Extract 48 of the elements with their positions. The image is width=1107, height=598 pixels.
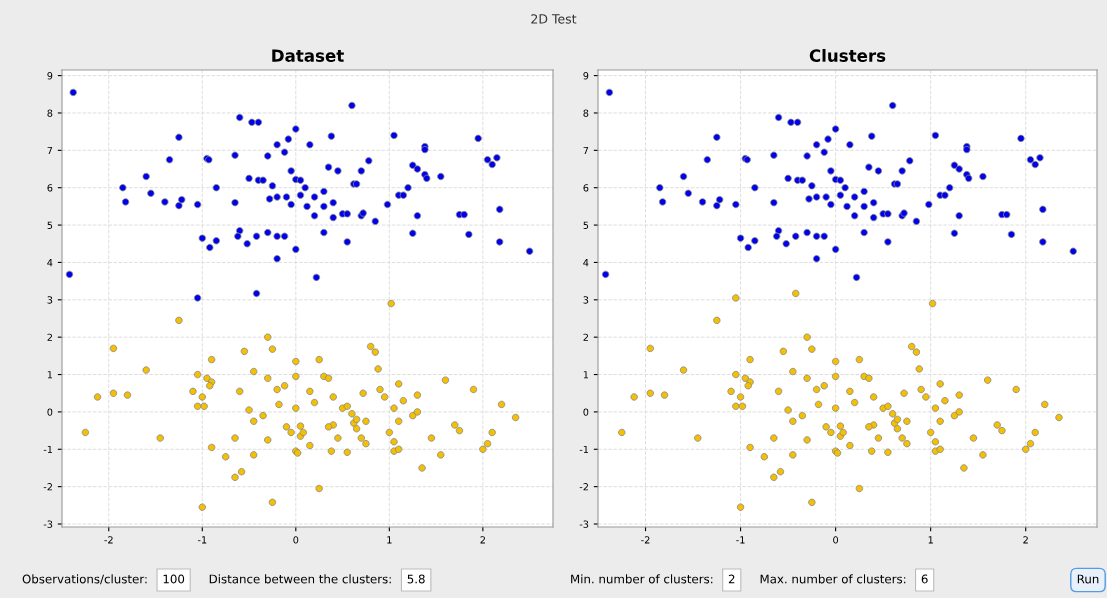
- text: Max. number of clusters:: [760, 574, 906, 584]
- y-tick-label: 3: [47, 296, 53, 304]
- text: 100: [163, 574, 185, 584]
- y-tick-label: 7: [583, 146, 589, 155]
- x-tick-label: -2: [104, 536, 113, 544]
- x-tick-label: 2: [1023, 536, 1028, 544]
- x-tick-label: -2: [641, 536, 650, 544]
- x-tick-label: 1: [928, 536, 933, 544]
- y-tick-label: 7: [47, 146, 53, 155]
- y-tick-label: 8: [583, 109, 589, 117]
- y-tick-label: 1: [47, 371, 53, 379]
- text: 2: [728, 574, 735, 584]
- text: 2D Test: [531, 14, 577, 24]
- text: 5.8: [407, 574, 425, 584]
- y-tick-label: 9: [47, 72, 53, 80]
- y-tick-label: 6: [583, 184, 589, 192]
- y-tick-label: 0: [47, 408, 53, 416]
- text: Min. number of clusters:: [571, 574, 713, 584]
- x-tick-label: 0: [833, 536, 839, 544]
- chart-title: Dataset: [272, 49, 344, 62]
- x-tick-label: -1: [736, 536, 745, 544]
- y-tick-label: -3: [43, 520, 53, 528]
- y-tick-label: 5: [583, 221, 589, 229]
- x-tick-label: 1: [387, 536, 392, 544]
- y-tick-label: 9: [583, 72, 589, 80]
- x-tick-label: 0: [293, 536, 299, 544]
- y-tick-label: 5: [47, 221, 53, 229]
- y-tick-label: 1: [583, 371, 589, 379]
- y-tick-label: 8: [47, 109, 53, 117]
- y-tick-label: -2: [43, 483, 52, 491]
- text: Observations/cluster:: [22, 574, 147, 585]
- y-tick-label: 2: [583, 333, 588, 341]
- y-tick-label: 2: [47, 333, 52, 341]
- text: 6: [921, 574, 928, 584]
- chart-title: Clusters: [809, 49, 886, 62]
- y-tick-label: 6: [47, 184, 53, 192]
- y-tick-label: 4: [47, 259, 53, 267]
- x-tick-label: 2: [480, 536, 485, 544]
- y-tick-label: -3: [579, 520, 589, 528]
- y-tick-label: 0: [583, 408, 589, 416]
- y-tick-label: 4: [583, 259, 589, 267]
- y-tick-label: -1: [579, 445, 589, 453]
- text: Distance between the clusters:: [209, 574, 391, 584]
- y-tick-label: -2: [579, 483, 588, 491]
- text: Run: [1077, 574, 1099, 584]
- y-tick-label: -1: [43, 445, 53, 453]
- y-tick-label: 3: [583, 296, 589, 304]
- x-tick-label: -1: [197, 536, 207, 544]
